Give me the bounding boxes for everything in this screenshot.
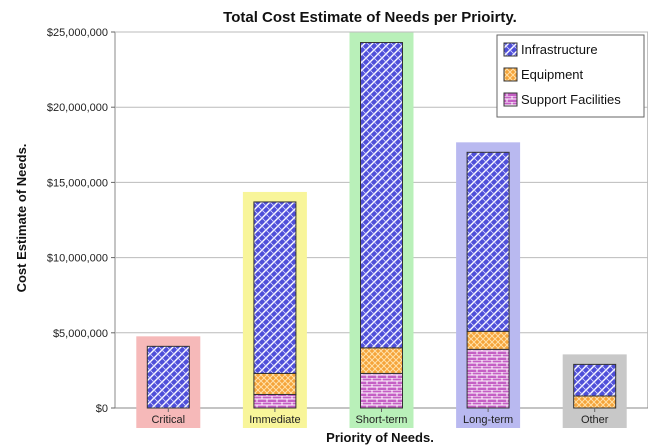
bar-segment-support-facilities-immediate xyxy=(253,393,297,409)
legend-label: Equipment xyxy=(521,67,584,82)
x-tick-label: Other xyxy=(581,414,609,426)
x-tick-label: Critical xyxy=(151,414,185,426)
y-axis-ticks: $0 $5,000,000 $10,000,000 $15,000,000 $20,00… xyxy=(47,27,115,415)
bar-segment-equipment-short-term xyxy=(360,347,403,374)
legend: Infrastructure Equipment Support Facilitie… xyxy=(496,34,645,118)
bar-segment-support-facilities-long-term xyxy=(466,348,510,409)
legend-label: Infrastructure xyxy=(521,42,598,57)
legend-box xyxy=(496,34,645,118)
legend-label: Support Facilities xyxy=(521,92,621,107)
y-tick-label: $0 xyxy=(96,403,108,415)
bar-segment-infrastructure-short-term xyxy=(360,42,403,349)
y-tick-label: $20,000,000 xyxy=(47,102,108,114)
bars xyxy=(146,42,617,409)
y-tick-label: $15,000,000 xyxy=(47,177,108,189)
x-tick-label: Short-term xyxy=(356,414,408,426)
bar-segment-equipment-immediate xyxy=(253,372,297,395)
bar-segment-infrastructure-immediate xyxy=(253,201,297,374)
bar-segment-infrastructure-other xyxy=(573,363,617,397)
y-tick-label: $10,000,000 xyxy=(47,253,108,265)
legend-swatch-equipment xyxy=(503,67,518,82)
y-axis-title: Cost Estimate of Needs. xyxy=(14,144,29,293)
x-axis-ticks: Critical Immediate Short-term Long-term Othe… xyxy=(151,408,609,426)
x-axis-title: Priority of Needs. xyxy=(326,430,434,445)
x-tick-label: Long-term xyxy=(463,414,513,426)
legend-swatch-support-facilities xyxy=(503,92,518,107)
x-tick-label: Immediate xyxy=(249,414,300,426)
bar-segment-infrastructure-long-term xyxy=(466,151,510,332)
chart-title: Total Cost Estimate of Needs per Prioirt… xyxy=(223,9,517,26)
y-tick-label: $25,000,000 xyxy=(47,27,108,39)
bar-segment-infrastructure-critical xyxy=(146,345,190,409)
y-tick-label: $5,000,000 xyxy=(53,328,108,340)
bar-segment-equipment-other xyxy=(573,395,617,409)
bar-segment-equipment-long-term xyxy=(466,330,510,350)
bar-segment-support-facilities-short-term xyxy=(360,372,403,409)
legend-swatch-infrastructure xyxy=(503,42,518,57)
